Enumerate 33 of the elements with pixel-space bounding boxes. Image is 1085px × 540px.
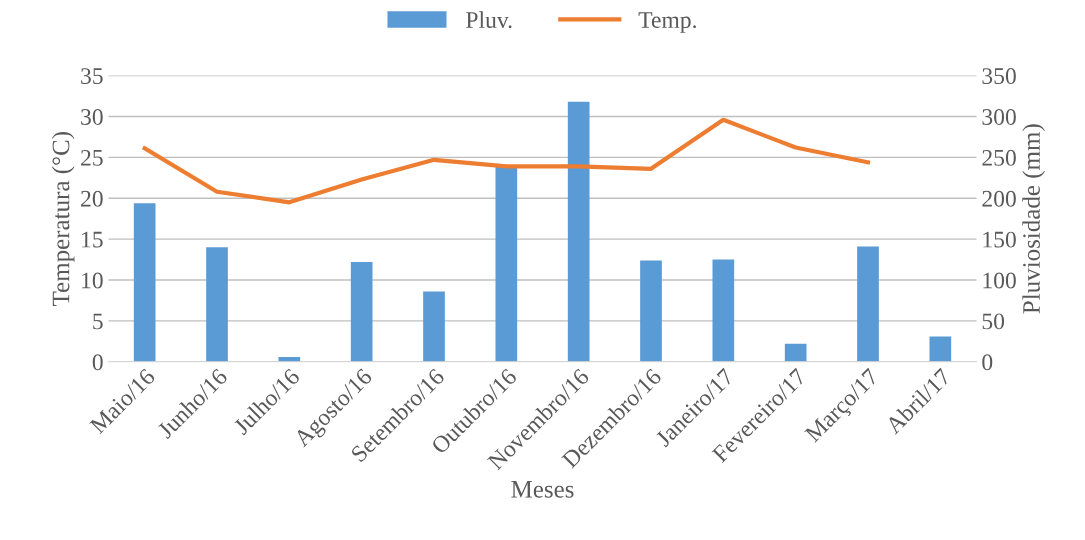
y2-tick-label: 150: [983, 231, 1016, 248]
y2-tick-label: 350: [982, 68, 1016, 85]
y2-tick-label: 300: [982, 108, 1016, 125]
x-axis-title: Meses: [511, 481, 574, 498]
y-tick-label: 15: [82, 231, 103, 248]
y-tick-label: 0: [92, 354, 103, 371]
y2-tick-label: 200: [982, 190, 1016, 207]
bar: [857, 246, 879, 362]
bar: [133, 203, 156, 362]
y-tick-label: 35: [81, 68, 103, 85]
legend-label: Temp.: [638, 12, 696, 33]
y2-axis-title: Pluviosidade (mm): [1022, 124, 1046, 314]
legend-label: Pluv.: [466, 11, 512, 29]
y2-tick-label: 100: [983, 272, 1016, 289]
bar: [495, 166, 518, 362]
bar: [640, 260, 662, 362]
bar: [423, 291, 445, 362]
y-tick-label: 25: [81, 149, 103, 166]
bar: [929, 336, 952, 362]
y2-tick-label: 250: [982, 149, 1016, 166]
y-tick-label: 5: [93, 313, 103, 330]
y-tick-label: 30: [81, 108, 103, 125]
bar: [567, 101, 590, 362]
bar: [784, 343, 807, 362]
bar: [712, 259, 735, 362]
y-tick-label: 10: [82, 272, 103, 289]
y-tick-label: 20: [81, 190, 103, 207]
bar: [206, 247, 228, 362]
y2-tick-label: 0: [982, 354, 993, 371]
y-axis-title: Temperatura (°C): [51, 132, 75, 307]
bar: [350, 262, 373, 362]
line-series: [142, 117, 871, 205]
y2-tick-label: 50: [982, 313, 1005, 330]
